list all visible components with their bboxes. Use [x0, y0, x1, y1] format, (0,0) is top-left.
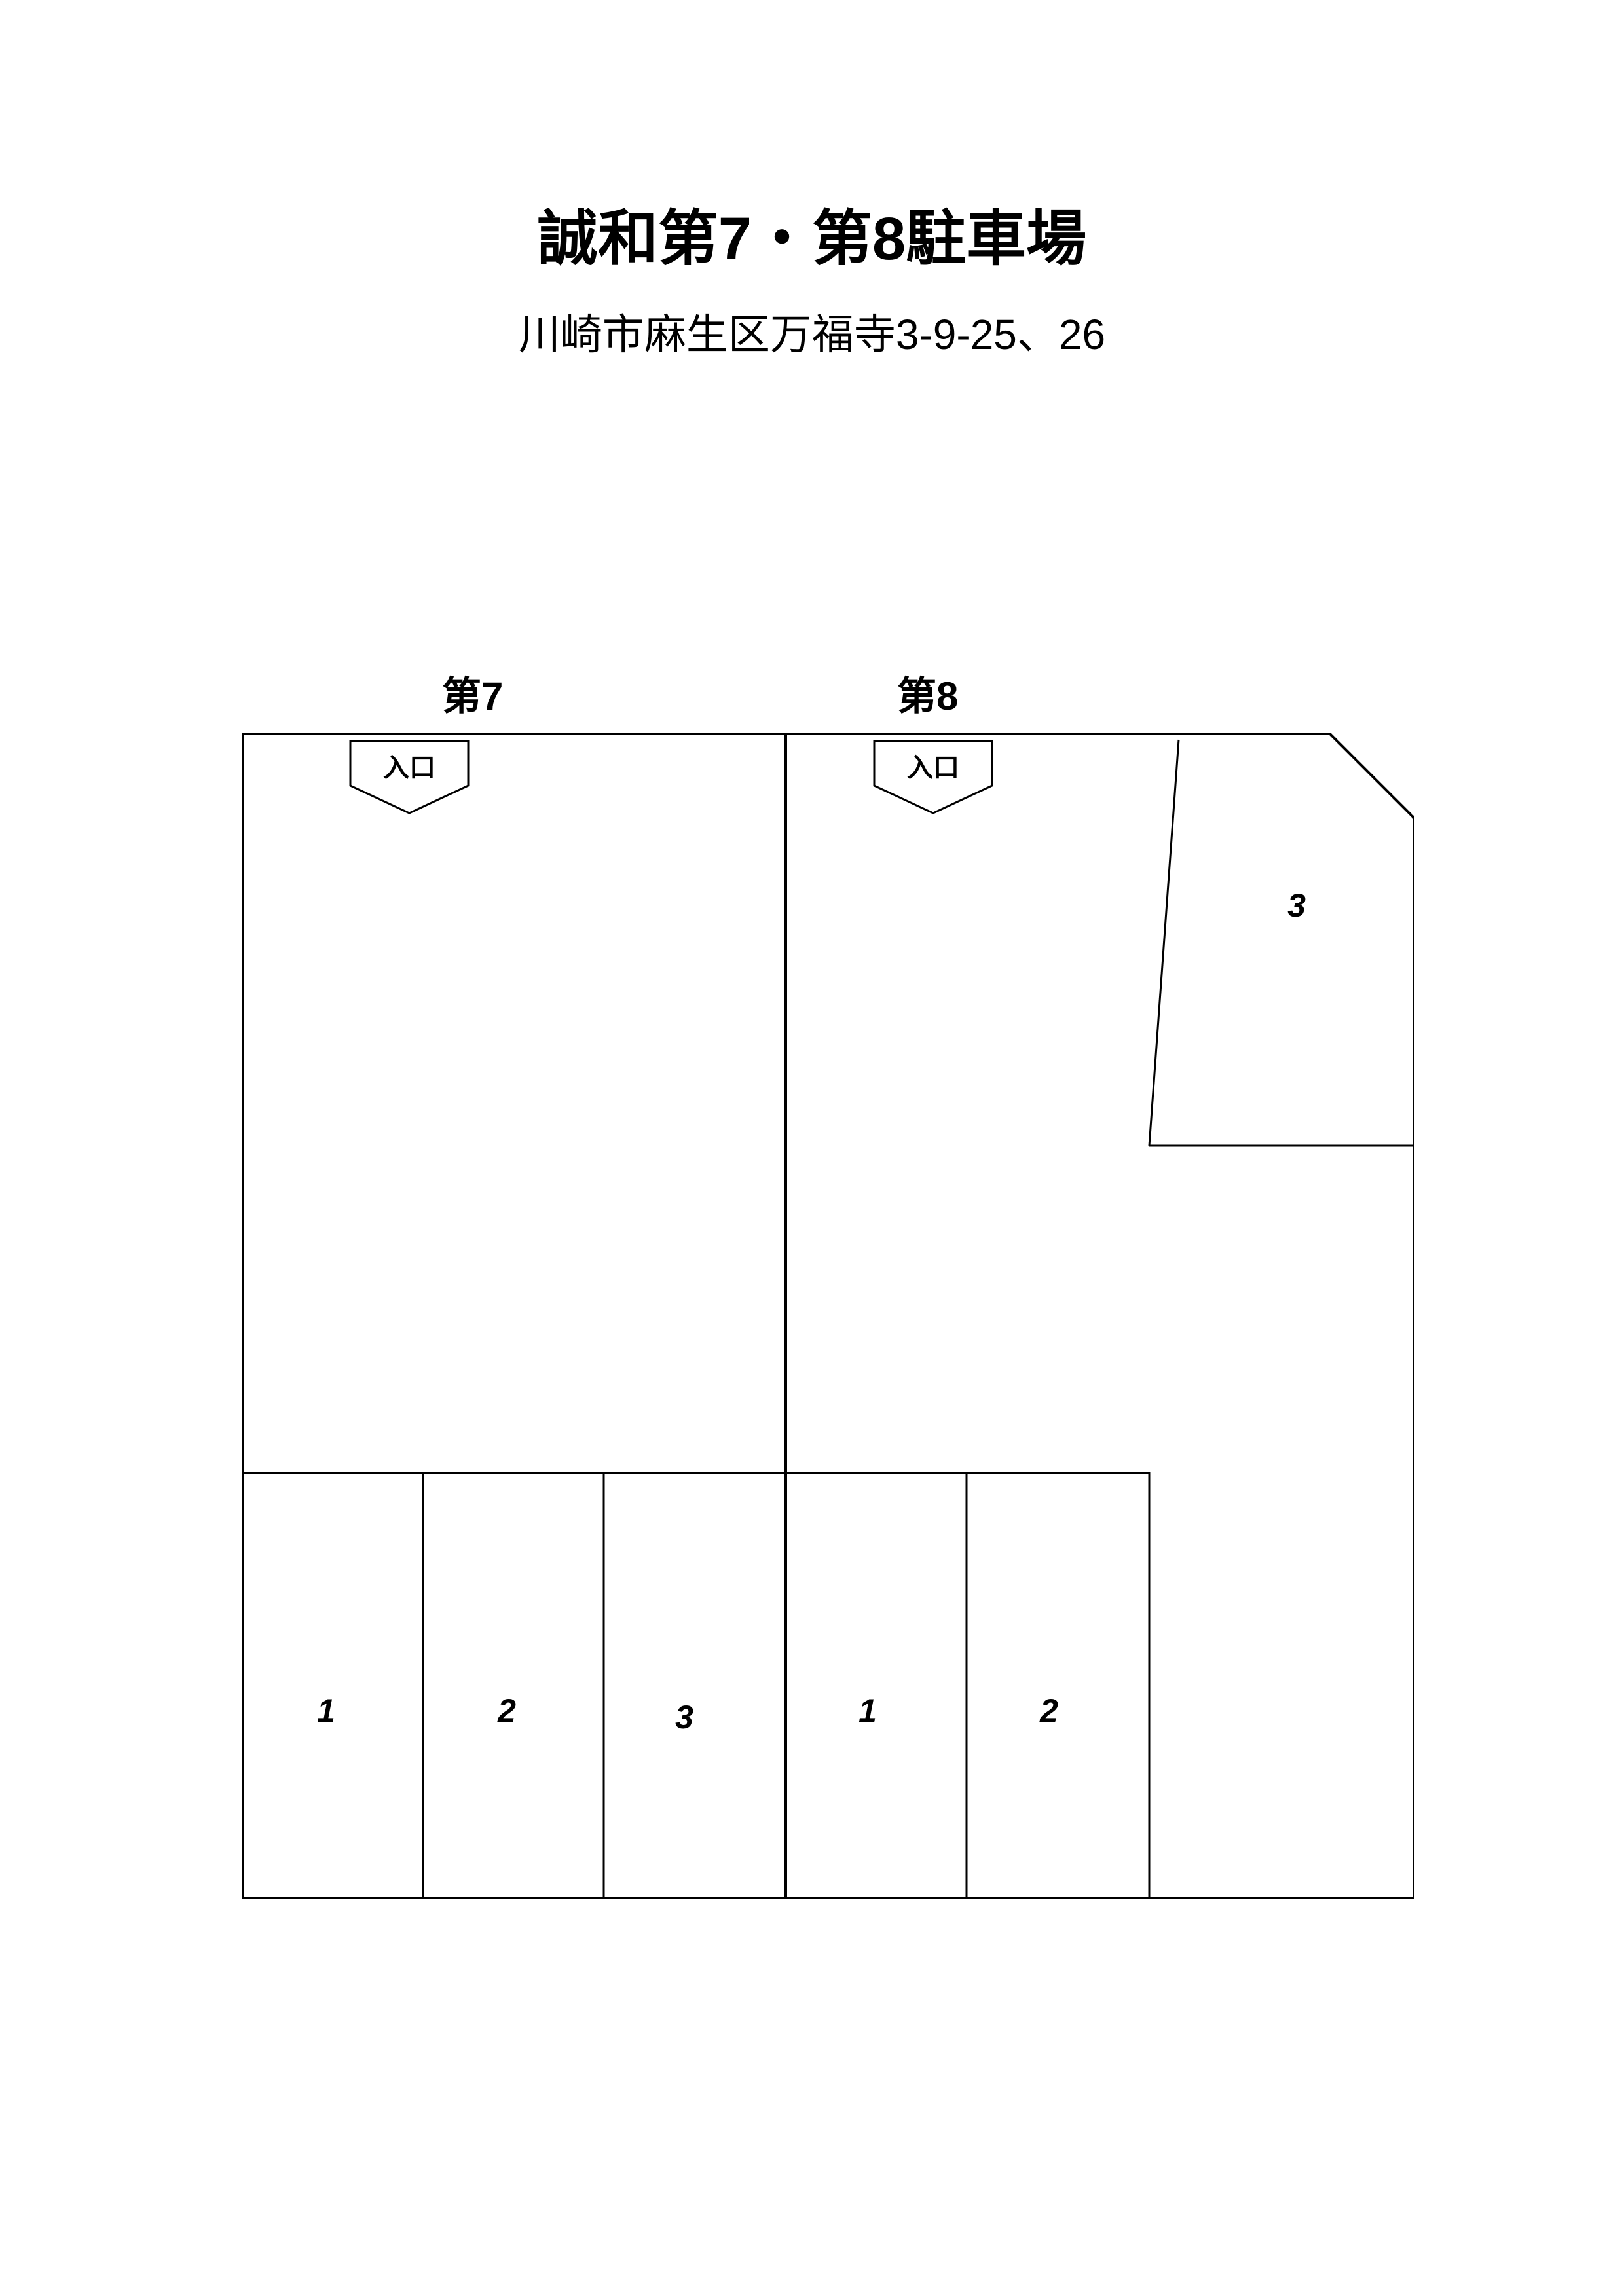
lot8-stall-number: 1: [858, 1692, 877, 1729]
lot8-stall-number: 2: [1039, 1692, 1058, 1729]
lot-boundary: [242, 733, 1414, 1899]
lot-label-7: 第7: [442, 665, 503, 721]
lot8-stall-number: 3: [1287, 887, 1306, 924]
lot7-stall-number: 3: [675, 1699, 693, 1736]
lot7-stall-number: 1: [317, 1692, 335, 1729]
page-subtitle: 川崎市麻生区万福寺3-9-25、26: [0, 301, 1624, 361]
page-title: 誠和第7・第8駐車場: [0, 190, 1624, 277]
entrance-label: 入口: [907, 754, 959, 782]
page-root: 誠和第7・第8駐車場 川崎市麻生区万福寺3-9-25、26 第7 第8 1231…: [0, 0, 1624, 2296]
lot7-stall-number: 2: [497, 1692, 516, 1729]
parking-diagram: 1 2 3 1 2 3 入口 入口: [242, 733, 1414, 1899]
lot-label-8: 第8: [897, 665, 958, 721]
entrance-label: 入口: [383, 754, 435, 782]
